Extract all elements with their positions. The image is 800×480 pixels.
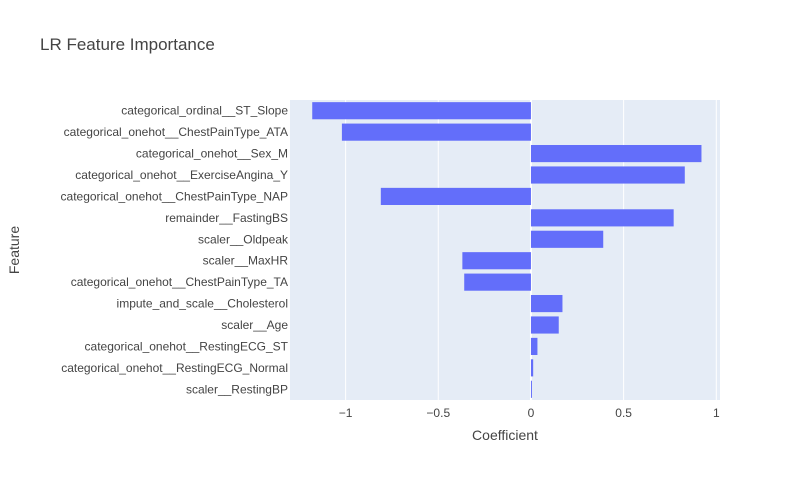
bar: [530, 337, 538, 355]
x-tick-label: −1: [339, 406, 353, 420]
y-axis-title: Feature: [6, 226, 22, 274]
bar: [530, 145, 702, 163]
y-tick-labels: categorical_ordinal__ST_Slope categorical…: [61, 104, 289, 397]
y-tick-label: categorical_onehot__RestingECG_ST: [85, 339, 289, 353]
x-tick-labels: −1 −0.5 0 0.5 1: [339, 406, 720, 420]
y-tick-label: categorical_onehot__RestingECG_Normal: [61, 361, 288, 375]
y-tick-label: scaler__MaxHR: [203, 254, 289, 268]
y-tick-label: remainder__FastingBS: [165, 211, 288, 225]
x-axis-title: Coefficient: [472, 427, 538, 443]
y-tick-label: categorical_onehot__ExerciseAngina_Y: [75, 168, 288, 182]
y-tick-label: impute_and_scale__Cholesterol: [117, 297, 288, 311]
bar: [462, 252, 531, 270]
bar: [530, 166, 685, 184]
y-tick-label: categorical_onehot__ChestPainType_ATA: [64, 125, 288, 139]
bar: [464, 273, 531, 291]
y-tick-label: categorical_onehot__ChestPainType_NAP: [61, 189, 288, 203]
bar: [380, 187, 531, 205]
y-tick-label: categorical_onehot__ChestPainType_TA: [71, 275, 288, 289]
y-tick-label: scaler__RestingBP: [186, 382, 288, 396]
x-tick-label: 1: [713, 406, 720, 420]
bar: [530, 295, 563, 313]
bars: [312, 102, 702, 398]
x-tick-label: 0: [528, 406, 535, 420]
y-tick-label: categorical_ordinal__ST_Slope: [121, 104, 288, 118]
bar: [530, 316, 559, 334]
y-tick-label: scaler__Oldpeak: [198, 232, 289, 246]
bar: [530, 380, 532, 398]
x-tick-label: −0.5: [426, 406, 450, 420]
chart-title: LR Feature Importance: [40, 35, 215, 54]
x-tick-label: 0.5: [615, 406, 632, 420]
y-tick-label: categorical_onehot__Sex_M: [136, 147, 288, 161]
bar: [312, 102, 531, 120]
y-tick-label: scaler__Age: [221, 318, 288, 332]
bar: [341, 123, 531, 141]
bar: [530, 209, 674, 227]
bar: [530, 359, 534, 377]
bar: [530, 230, 604, 248]
